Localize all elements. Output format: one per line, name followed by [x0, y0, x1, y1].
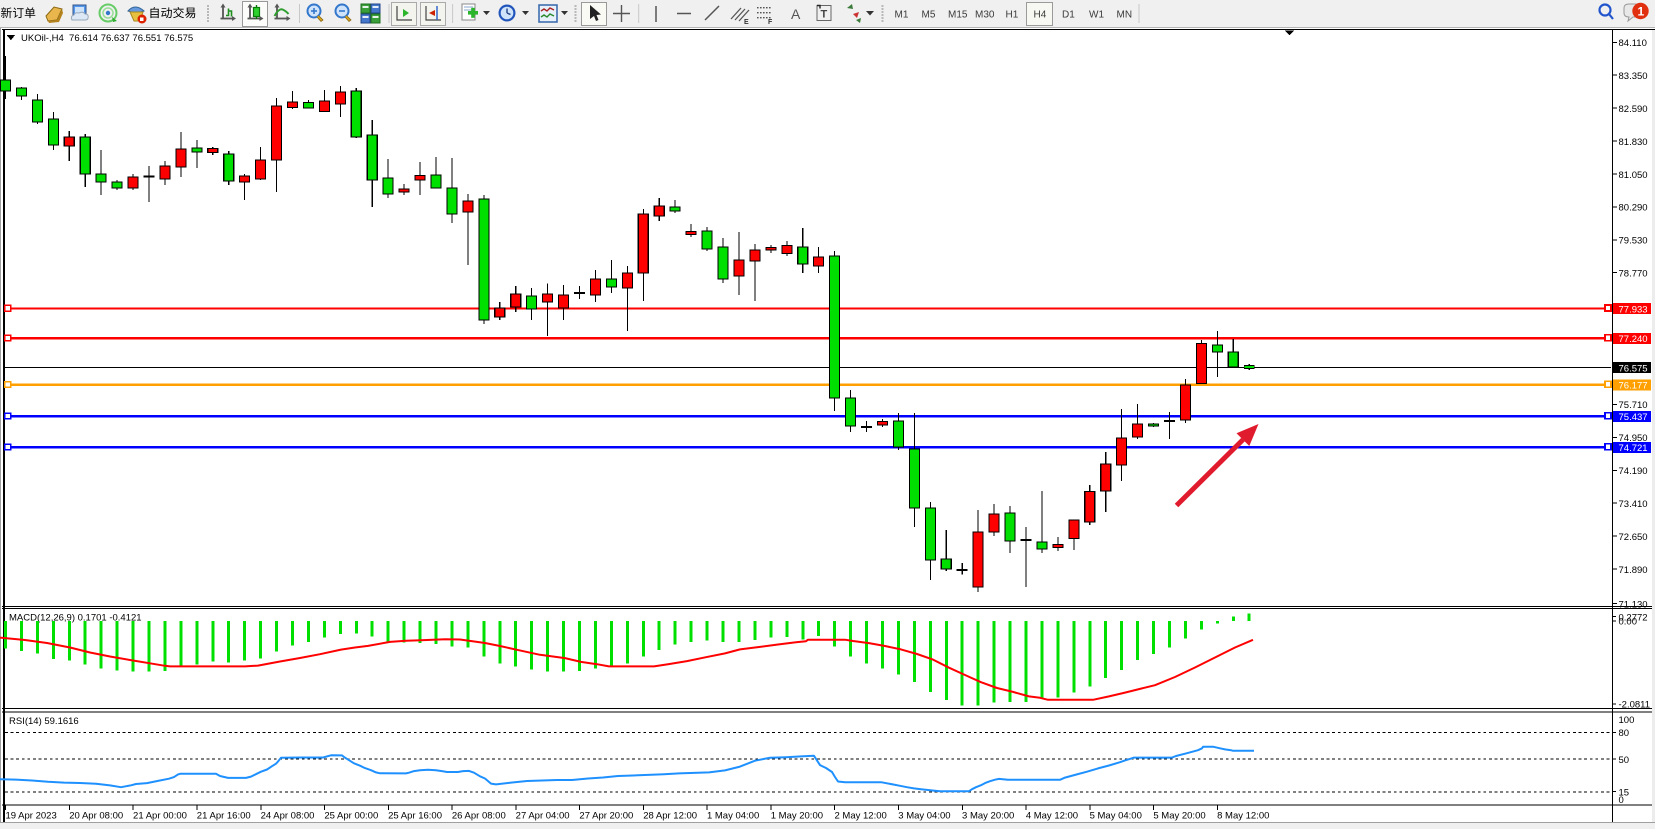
svg-text:25 Apr 16:00: 25 Apr 16:00 [388, 810, 442, 821]
svg-text:MACD(12,26,9) 0.1701 -0.4121: MACD(12,26,9) 0.1701 -0.4121 [9, 612, 142, 623]
svg-text:0.00: 0.00 [1619, 617, 1638, 628]
svg-text:100: 100 [1619, 715, 1635, 726]
svg-text:3 May 20:00: 3 May 20:00 [962, 810, 1014, 821]
svg-text:M15: M15 [948, 9, 968, 20]
svg-text:77.933: 77.933 [1619, 304, 1648, 315]
svg-text:76.177: 76.177 [1619, 381, 1648, 392]
svg-text:74.190: 74.190 [1619, 466, 1648, 477]
svg-text:27 Apr 20:00: 27 Apr 20:00 [579, 810, 633, 821]
svg-text:26 Apr 08:00: 26 Apr 08:00 [452, 810, 506, 821]
svg-text:T: T [821, 9, 828, 21]
svg-text:5 May 20:00: 5 May 20:00 [1153, 810, 1205, 821]
svg-text:W1: W1 [1089, 9, 1104, 20]
svg-text:71.130: 71.130 [1619, 599, 1648, 610]
svg-text:RSI(14) 59.1616: RSI(14) 59.1616 [9, 716, 79, 727]
svg-text:1 May 04:00: 1 May 04:00 [707, 810, 759, 821]
svg-text:71.890: 71.890 [1619, 565, 1648, 576]
svg-text:76.575: 76.575 [1619, 363, 1648, 374]
svg-text:72.650: 72.650 [1619, 532, 1648, 543]
svg-text:5 May 04:00: 5 May 04:00 [1090, 810, 1142, 821]
svg-text:20 Apr 08:00: 20 Apr 08:00 [69, 810, 123, 821]
svg-text:M5: M5 [922, 9, 936, 20]
svg-text:4 May 12:00: 4 May 12:00 [1026, 810, 1078, 821]
svg-text:28 Apr 12:00: 28 Apr 12:00 [643, 810, 697, 821]
svg-text:50: 50 [1619, 755, 1630, 766]
svg-text:21 Apr 00:00: 21 Apr 00:00 [133, 810, 187, 821]
svg-text:A: A [791, 6, 801, 22]
svg-text:E: E [744, 19, 749, 26]
svg-text:15: 15 [1619, 787, 1630, 798]
svg-text:3 May 04:00: 3 May 04:00 [898, 810, 950, 821]
svg-text:25 Apr 00:00: 25 Apr 00:00 [324, 810, 378, 821]
svg-text:77.240: 77.240 [1619, 334, 1648, 345]
svg-text:0: 0 [1619, 795, 1624, 806]
svg-text:75.710: 75.710 [1619, 400, 1648, 411]
svg-text:84.110: 84.110 [1619, 38, 1647, 49]
svg-text:D1: D1 [1062, 9, 1075, 20]
svg-text:M1: M1 [895, 9, 909, 20]
svg-text:1: 1 [1638, 5, 1645, 19]
svg-text:19 Apr 2023: 19 Apr 2023 [6, 810, 57, 821]
svg-text:83.350: 83.350 [1619, 71, 1648, 82]
svg-text:0.2772: 0.2772 [1619, 612, 1648, 623]
svg-text:UKOil-,H4 76.614 76.637 76.55: UKOil-,H4 76.614 76.637 76.551 76.575 [21, 33, 193, 44]
svg-text:81.830: 81.830 [1619, 137, 1648, 148]
svg-text:1 May 20:00: 1 May 20:00 [771, 810, 823, 821]
svg-text:27 Apr 04:00: 27 Apr 04:00 [516, 810, 570, 821]
svg-text:M30: M30 [975, 9, 995, 20]
svg-text:73.410: 73.410 [1619, 499, 1648, 510]
svg-text:81.050: 81.050 [1619, 170, 1648, 181]
svg-text:74.721: 74.721 [1619, 443, 1648, 454]
svg-text:MN: MN [1117, 9, 1133, 20]
svg-text:2 May 12:00: 2 May 12:00 [835, 810, 887, 821]
svg-text:80.290: 80.290 [1619, 203, 1648, 214]
svg-text:8 May 12:00: 8 May 12:00 [1217, 810, 1269, 821]
svg-text:-2.0811: -2.0811 [1619, 700, 1651, 711]
svg-text:F: F [768, 19, 773, 26]
svg-text:80: 80 [1619, 728, 1630, 739]
svg-text:H4: H4 [1034, 9, 1047, 20]
svg-text:24 Apr 08:00: 24 Apr 08:00 [261, 810, 315, 821]
svg-text:75.437: 75.437 [1619, 412, 1648, 423]
svg-text:82.590: 82.590 [1619, 104, 1648, 115]
svg-text:21 Apr 16:00: 21 Apr 16:00 [197, 810, 251, 821]
svg-text:78.770: 78.770 [1619, 269, 1648, 280]
svg-text:79.530: 79.530 [1619, 236, 1648, 247]
svg-text:74.950: 74.950 [1619, 433, 1648, 444]
svg-text:H1: H1 [1006, 9, 1019, 20]
